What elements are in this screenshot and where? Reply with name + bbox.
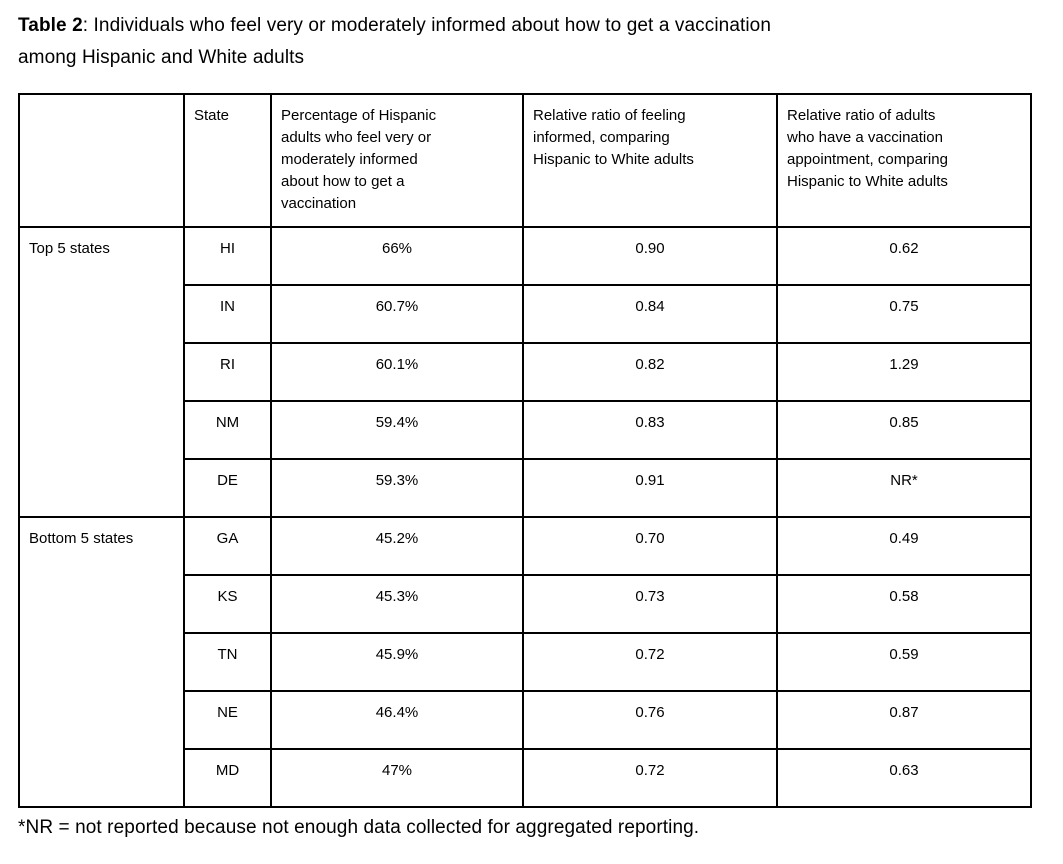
table-header-row: State Percentage of Hispanic adults who … bbox=[18, 93, 1032, 228]
header-state: State bbox=[183, 93, 272, 228]
percentage-cell: 45.2% bbox=[270, 516, 524, 576]
percentage-cell: 46.4% bbox=[270, 690, 524, 750]
ratio-appointment-cell: 0.62 bbox=[776, 226, 1032, 286]
header-ratio-appointment: Relative ratio of adults who have a vacc… bbox=[776, 93, 1032, 228]
ratio-appointment-cell: NR* bbox=[776, 458, 1032, 518]
table-caption-text: : Individuals who feel very or moderatel… bbox=[18, 15, 772, 68]
ratio-informed-cell: 0.73 bbox=[522, 574, 778, 634]
ratio-informed-cell: 0.83 bbox=[522, 400, 778, 460]
table-row: TN 45.9% 0.72 0.59 bbox=[19, 632, 1032, 692]
percentage-cell: 45.3% bbox=[270, 574, 524, 634]
state-cell: IN bbox=[183, 284, 272, 344]
ratio-informed-cell: 0.91 bbox=[522, 458, 778, 518]
corner-cell bbox=[18, 93, 185, 228]
ratio-informed-cell: 0.82 bbox=[522, 342, 778, 402]
data-table: State Percentage of Hispanic adults who … bbox=[18, 93, 1032, 808]
row-group-label-top5: Top 5 states bbox=[18, 226, 185, 518]
header-ratio-informed: Relative ratio of feeling informed, comp… bbox=[522, 93, 778, 228]
ratio-appointment-cell: 0.85 bbox=[776, 400, 1032, 460]
percentage-cell: 66% bbox=[270, 226, 524, 286]
header-percentage-informed: Percentage of Hispanic adults who feel v… bbox=[270, 93, 524, 228]
ratio-informed-cell: 0.72 bbox=[522, 632, 778, 692]
table-row: DE 59.3% 0.91 NR* bbox=[19, 458, 1032, 518]
ratio-appointment-cell: 0.75 bbox=[776, 284, 1032, 344]
table-caption: Table 2: Individuals who feel very or mo… bbox=[18, 10, 1045, 74]
table-row: NE 46.4% 0.76 0.87 bbox=[19, 690, 1032, 750]
ratio-informed-cell: 0.84 bbox=[522, 284, 778, 344]
ratio-appointment-cell: 1.29 bbox=[776, 342, 1032, 402]
ratio-informed-cell: 0.70 bbox=[522, 516, 778, 576]
state-cell: NE bbox=[183, 690, 272, 750]
ratio-informed-cell: 0.76 bbox=[522, 690, 778, 750]
percentage-cell: 60.7% bbox=[270, 284, 524, 344]
percentage-cell: 47% bbox=[270, 748, 524, 808]
table-row: Bottom 5 states GA 45.2% 0.70 0.49 bbox=[18, 516, 1032, 808]
percentage-cell: 60.1% bbox=[270, 342, 524, 402]
state-cell: RI bbox=[183, 342, 272, 402]
table-row: RI 60.1% 0.82 1.29 bbox=[19, 342, 1032, 402]
ratio-appointment-cell: 0.87 bbox=[776, 690, 1032, 750]
percentage-cell: 59.4% bbox=[270, 400, 524, 460]
table-row: IN 60.7% 0.84 0.75 bbox=[19, 284, 1032, 344]
table-row: NM 59.4% 0.83 0.85 bbox=[19, 400, 1032, 460]
table-row: Top 5 states HI 66% 0.90 0.62 bbox=[18, 226, 1032, 518]
state-cell: GA bbox=[183, 516, 272, 576]
ratio-appointment-cell: 0.59 bbox=[776, 632, 1032, 692]
row-group-label-bottom5: Bottom 5 states bbox=[18, 516, 185, 808]
percentage-cell: 59.3% bbox=[270, 458, 524, 518]
ratio-appointment-cell: 0.58 bbox=[776, 574, 1032, 634]
ratio-appointment-cell: 0.63 bbox=[776, 748, 1032, 808]
state-cell: DE bbox=[183, 458, 272, 518]
table-footnote: *NR = not reported because not enough da… bbox=[18, 817, 700, 838]
state-cell: TN bbox=[183, 632, 272, 692]
table-row: KS 45.3% 0.73 0.58 bbox=[19, 574, 1032, 634]
table-caption-label: Table 2 bbox=[18, 15, 83, 36]
ratio-appointment-cell: 0.49 bbox=[776, 516, 1032, 576]
table-row: MD 47% 0.72 0.63 bbox=[19, 748, 1032, 808]
state-cell: KS bbox=[183, 574, 272, 634]
percentage-cell: 45.9% bbox=[270, 632, 524, 692]
state-cell: MD bbox=[183, 748, 272, 808]
state-cell: NM bbox=[183, 400, 272, 460]
ratio-informed-cell: 0.72 bbox=[522, 748, 778, 808]
state-cell: HI bbox=[183, 226, 272, 286]
ratio-informed-cell: 0.90 bbox=[522, 226, 778, 286]
